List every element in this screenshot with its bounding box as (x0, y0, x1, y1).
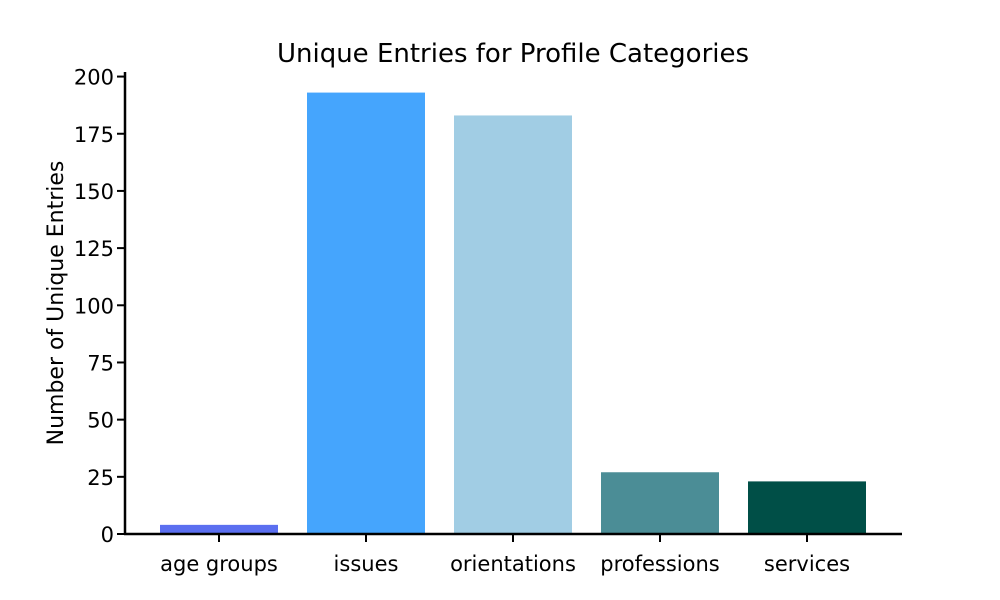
y-tick-label: 125 (74, 237, 114, 261)
y-tick-label: 200 (74, 66, 114, 90)
bar-age-groups (160, 524, 278, 534)
y-tick-label: 175 (74, 123, 114, 147)
x-tick-label: age groups (160, 552, 278, 576)
y-tick-label: 75 (87, 351, 114, 375)
x-tick-label: services (764, 552, 850, 576)
chart-title: Unique Entries for Profile Categories (277, 39, 749, 69)
bar-services (748, 481, 866, 534)
bar-issues (307, 92, 425, 534)
y-axis-label: Number of Unique Entries (44, 161, 69, 446)
bars-group (160, 92, 866, 534)
x-ticks-group: age groups issues orientations professions s… (160, 534, 850, 576)
y-tick-label: 25 (87, 466, 114, 490)
y-tick-label: 50 (87, 409, 114, 433)
y-tick-label: 150 (74, 180, 114, 204)
bar-professions (601, 472, 719, 534)
y-tick-label: 100 (74, 294, 114, 318)
x-tick-label: issues (334, 552, 399, 576)
y-tick-label: 0 (101, 523, 114, 547)
bar-orientations (454, 115, 572, 534)
y-ticks-group: 0 25 50 75 100 125 150 175 200 (74, 66, 125, 547)
x-tick-label: orientations (450, 552, 576, 576)
x-tick-label: professions (600, 552, 719, 576)
